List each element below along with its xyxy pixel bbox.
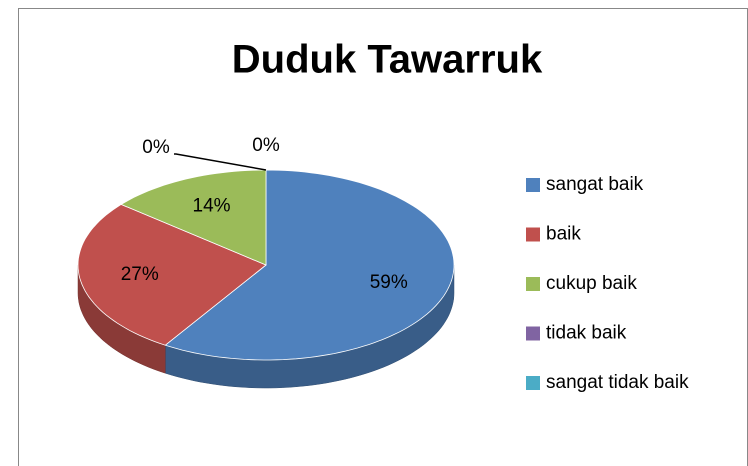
- legend-swatch: [526, 376, 540, 390]
- legend-label: sangat tidak baik: [546, 372, 689, 393]
- data-label: 0%: [252, 135, 280, 156]
- data-label: 14%: [193, 196, 231, 217]
- legend-label: cukup baik: [546, 273, 637, 294]
- legend-label: sangat baik: [546, 174, 644, 195]
- data-label: 0%: [142, 137, 170, 158]
- chart-title: Duduk Tawarruk: [232, 38, 543, 82]
- legend-swatch: [526, 227, 540, 242]
- legend-swatch: [526, 277, 540, 291]
- leader-line: [174, 153, 267, 171]
- pie-slice: [77, 203, 267, 346]
- data-label: 59%: [370, 272, 408, 293]
- legend-label: baik: [546, 224, 581, 245]
- data-label: 27%: [121, 264, 159, 285]
- pie-slice: [120, 169, 267, 266]
- pie-slice: [164, 169, 455, 361]
- legend-swatch: [526, 178, 540, 192]
- legend-swatch: [526, 326, 540, 341]
- legend-label: tidak baik: [546, 323, 627, 344]
